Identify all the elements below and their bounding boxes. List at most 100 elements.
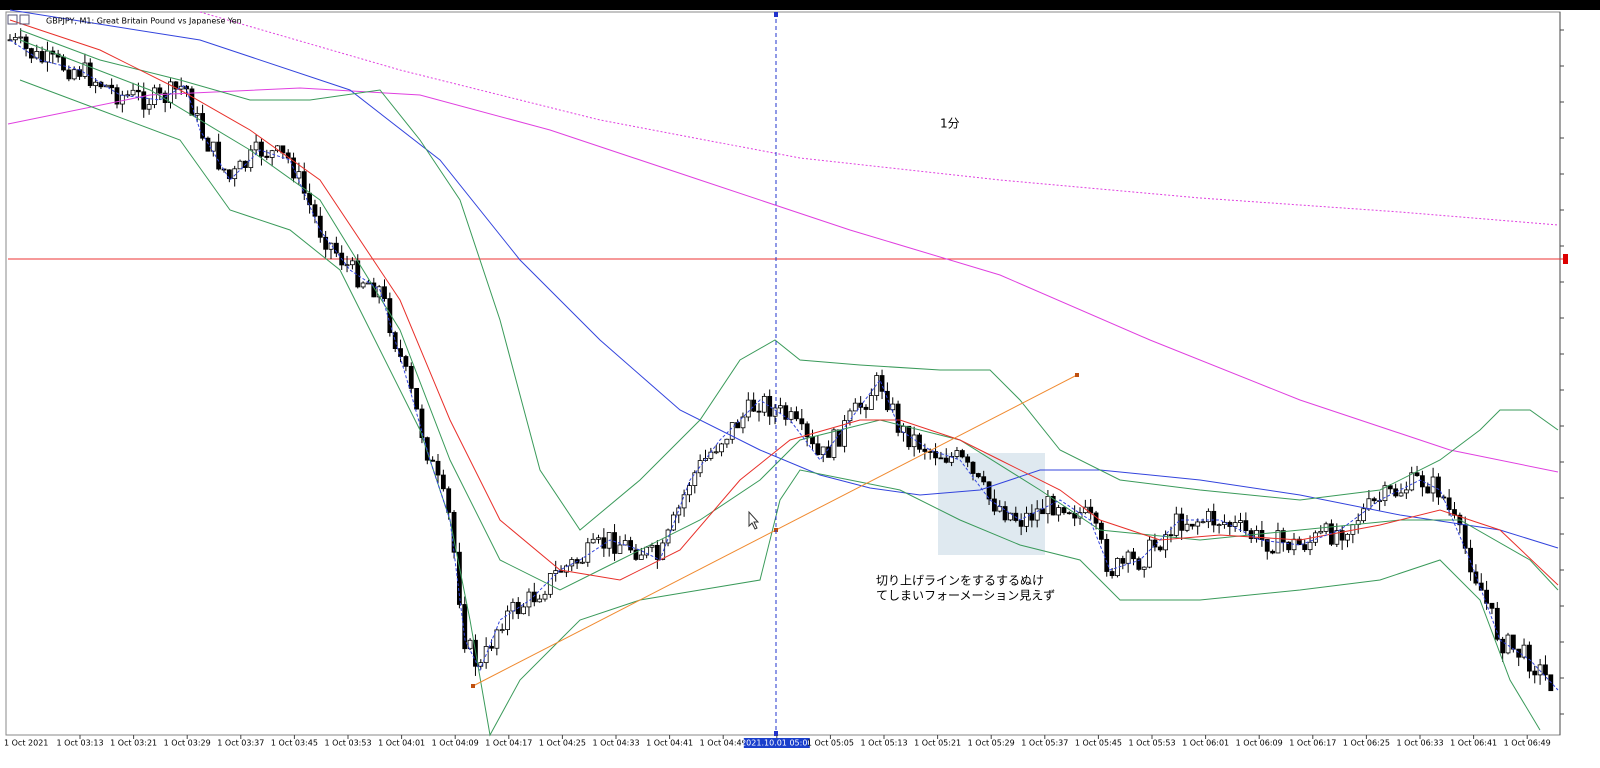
candle-body	[259, 141, 264, 157]
candle-body	[1024, 512, 1029, 527]
candle-body	[210, 141, 216, 152]
candle-body	[852, 402, 858, 412]
candle-body	[344, 264, 350, 267]
candle-body	[724, 438, 730, 445]
candle-body	[564, 565, 569, 573]
candle-body	[45, 50, 50, 63]
ma-dashed	[9, 39, 1559, 691]
candle-body	[986, 481, 992, 500]
candle-body	[440, 474, 446, 490]
candle-body	[82, 62, 88, 77]
candle-body	[745, 399, 751, 418]
candle-body	[649, 544, 655, 548]
candle-body	[1505, 634, 1511, 654]
candle-body	[1403, 489, 1409, 494]
time-label: 1 Oct 06:01	[1182, 739, 1229, 748]
candle-body	[119, 94, 125, 105]
candle-body	[1050, 495, 1056, 516]
candle-body	[505, 610, 510, 631]
candle-body	[585, 542, 591, 563]
candle-body	[547, 573, 553, 595]
time-label: 1 Oct 03:37	[217, 739, 264, 748]
candle-body	[1425, 486, 1431, 494]
candle-body	[237, 160, 243, 170]
candle-body	[521, 606, 526, 615]
candle-body	[895, 403, 901, 433]
candle-body	[135, 89, 141, 93]
candle-body	[103, 84, 109, 88]
candle-body	[1099, 522, 1104, 540]
candle-body	[1387, 485, 1393, 490]
candle-body	[312, 204, 318, 217]
candle-body	[1120, 558, 1126, 564]
candle-body	[729, 422, 735, 440]
candle-body	[141, 91, 147, 110]
trend-anchor	[1075, 373, 1079, 377]
candle-body	[130, 89, 136, 96]
candle-body	[39, 51, 45, 63]
highlight-box	[938, 453, 1045, 555]
candle-body	[109, 84, 115, 89]
candle-body	[93, 81, 98, 87]
trend-anchor	[471, 684, 475, 688]
candle-body	[1008, 512, 1013, 521]
candle-body	[949, 456, 954, 463]
candle-body	[489, 646, 494, 649]
time-label: 1 Oct 06:33	[1396, 739, 1443, 748]
candle-body	[1232, 522, 1238, 527]
candle-body	[1168, 534, 1174, 537]
candle-body	[1409, 472, 1415, 491]
candle-body	[975, 473, 981, 478]
candle-body	[831, 429, 837, 458]
time-label: 1 Oct 06:25	[1343, 739, 1390, 748]
candle-body	[580, 561, 585, 564]
candle-body	[1521, 644, 1527, 658]
candle-body	[1040, 508, 1045, 515]
candle-body	[537, 598, 543, 603]
candle-body	[216, 141, 222, 170]
candle-body	[804, 423, 810, 438]
window-title: GBPJPY, M1: Great Britain Pound vs Japan…	[46, 17, 242, 26]
candle-body	[87, 62, 93, 87]
candle-body	[1163, 534, 1168, 551]
candle-body	[959, 450, 965, 458]
candle-body	[1259, 530, 1265, 540]
candle-body	[1034, 508, 1040, 521]
candle-body	[414, 387, 420, 410]
ma-blue	[9, 9, 1559, 549]
time-label: 1 Oct 06:17	[1289, 739, 1336, 748]
candle-body	[1136, 558, 1142, 570]
candle-body	[1206, 510, 1211, 523]
candle-body	[713, 451, 719, 454]
candle-body	[917, 434, 922, 450]
candle-body	[1393, 488, 1399, 497]
candle-body	[494, 629, 500, 649]
candle-body	[761, 395, 767, 413]
time-label: 1 Oct 05:05	[807, 739, 854, 748]
candle-body	[1173, 513, 1179, 536]
window-icon	[7, 14, 18, 25]
candle-body	[751, 399, 757, 412]
candle-body	[1307, 541, 1313, 551]
candle-body	[18, 36, 24, 39]
candle-body	[478, 662, 484, 667]
candle-body	[874, 375, 880, 396]
candle-body	[692, 472, 698, 486]
candle-body	[392, 332, 398, 349]
candle-body	[1543, 664, 1548, 676]
time-axis: 1 Oct 03:13 1 Oct 03:21 1 Oct 03:29 1 Oct 0…	[56, 735, 1551, 748]
candle-body	[1184, 523, 1190, 531]
candle-body	[382, 286, 387, 299]
ma-red	[9, 19, 1559, 586]
candle-body	[1430, 476, 1436, 494]
candle-body	[815, 443, 821, 456]
candle-body	[687, 485, 692, 496]
price-marker	[1563, 254, 1568, 264]
candle-body	[366, 282, 371, 285]
candle-body	[868, 395, 874, 410]
candle-body	[842, 420, 847, 447]
candle-body	[671, 514, 676, 531]
candle-body	[826, 446, 831, 458]
time-label: 1 Oct 06:49	[1504, 739, 1551, 748]
